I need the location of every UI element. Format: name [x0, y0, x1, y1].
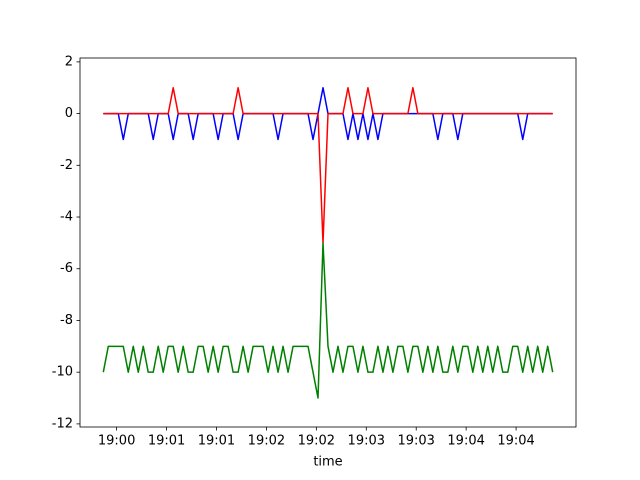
- x-tick-label: 19:01: [198, 434, 235, 449]
- y-tick-label: 0: [65, 106, 73, 121]
- x-tick-label: 19:03: [397, 434, 434, 449]
- x-axis-label: time: [313, 455, 342, 470]
- x-tick-label: 19:00: [98, 434, 135, 449]
- data-line: [103, 86, 553, 244]
- y-tick-label: -4: [60, 210, 73, 225]
- plot-frame: [79, 57, 577, 428]
- y-tick-label: -10: [52, 365, 73, 380]
- x-tick-label: 19:02: [298, 434, 335, 449]
- data-line: [102, 242, 554, 399]
- y-tick-label: -12: [52, 416, 73, 431]
- x-tick-label: 19:03: [348, 434, 385, 449]
- y-tick-label: -6: [60, 261, 73, 276]
- x-tick-label: 19:02: [248, 434, 285, 449]
- x-tick-label: 19:01: [148, 434, 185, 449]
- y-tick-label: 2: [65, 54, 73, 69]
- y-tick-label: -8: [60, 313, 73, 328]
- y-tick-label: -2: [60, 158, 73, 173]
- x-tick-label: 19:04: [447, 434, 484, 449]
- x-tick-label: 19:04: [497, 434, 534, 449]
